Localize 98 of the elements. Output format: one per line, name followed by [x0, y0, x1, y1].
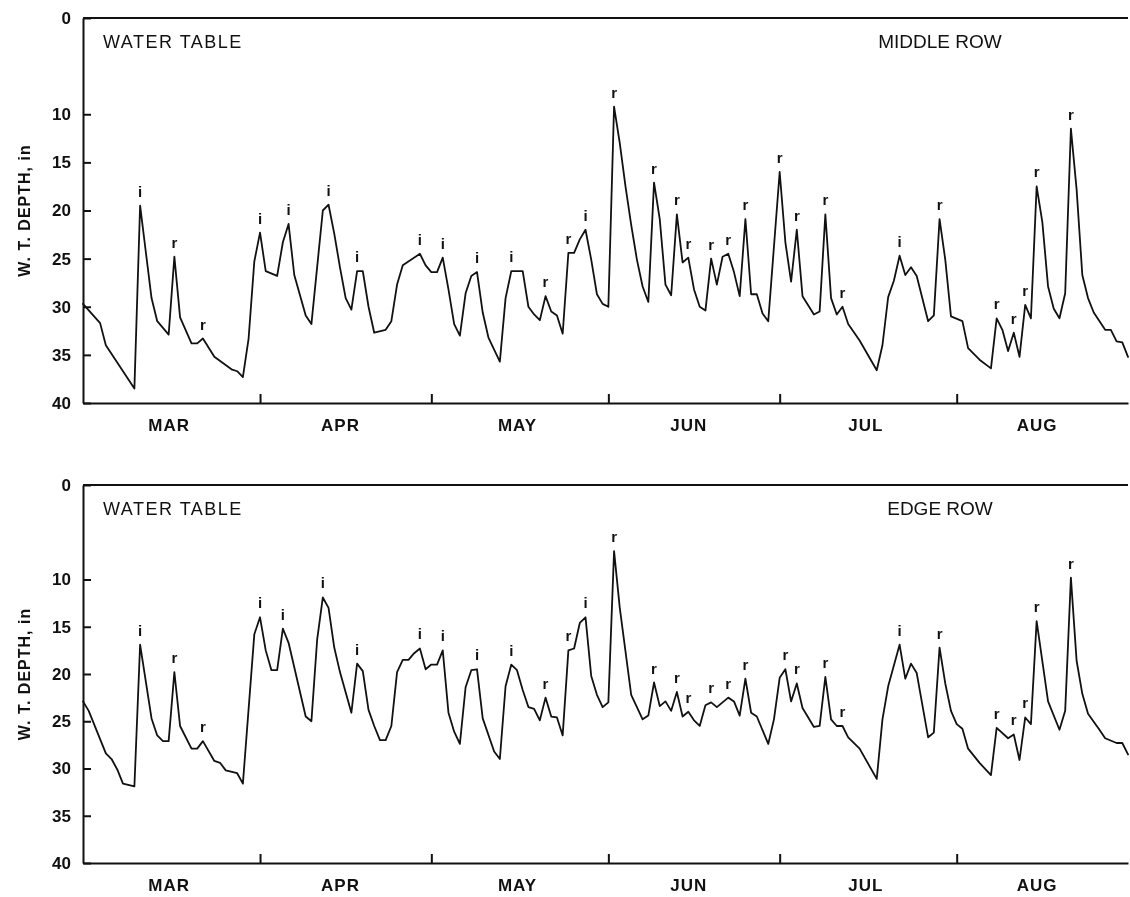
annotation: i [897, 232, 902, 250]
annotation: r [822, 191, 829, 209]
text: WATER TABLE [103, 499, 243, 519]
y-tick-label: 20 [52, 664, 71, 684]
annotation: r [839, 283, 846, 301]
y-tick-label: 15 [52, 617, 71, 637]
x-tick-label: AUG [1016, 876, 1058, 896]
annotation: r [651, 159, 658, 177]
annotation: r [542, 674, 549, 692]
annotation: r [708, 235, 715, 253]
annotation: r [993, 295, 1000, 313]
annotation: i [355, 248, 360, 266]
annotation: r [1010, 711, 1017, 729]
annotation: r [673, 668, 680, 686]
x-tick-label: MAY [497, 416, 538, 436]
text: WATER TABLE [103, 32, 243, 52]
annotation: i [138, 621, 143, 639]
annotation: r [742, 196, 749, 214]
x-tick-label: APR [321, 416, 360, 436]
annotation: r [611, 528, 618, 546]
annotation: r [171, 649, 178, 667]
annotation: i [509, 641, 514, 659]
y-tick-label: 30 [52, 297, 71, 317]
y-tick-label: 25 [52, 249, 71, 269]
annotation: r [200, 718, 206, 736]
annotation: r [742, 655, 749, 673]
annotation: r [936, 196, 943, 214]
annotation: r [725, 674, 732, 692]
annotation: i [509, 248, 514, 266]
y-tick-label: 0 [61, 475, 71, 495]
text: MIDDLE ROW [878, 31, 1002, 52]
annotation: i [897, 621, 902, 639]
annotation: r [685, 688, 692, 706]
annotation: r [200, 315, 206, 333]
annotation: i [440, 627, 445, 645]
annotation: r [725, 230, 732, 248]
y-tick-label: 10 [52, 105, 71, 125]
x-tick-label: JUL [848, 416, 884, 436]
annotation: r [1067, 105, 1074, 123]
x-tick-label: JUN [670, 876, 708, 896]
annotation: r [171, 233, 178, 251]
y-tick-label: 35 [52, 345, 71, 365]
annotation: r [611, 83, 618, 101]
annotation: r [1010, 309, 1017, 327]
annotation: r [565, 229, 572, 247]
annotation: r [793, 206, 800, 224]
annotation: i [355, 640, 360, 658]
annotation: r [822, 653, 829, 671]
y-tick-label: 35 [52, 806, 71, 826]
annotation: i [280, 605, 285, 623]
annotation: r [1067, 554, 1074, 572]
x-tick-label: APR [321, 876, 360, 896]
annotation: i [440, 234, 445, 252]
x-tick-label: MAY [497, 876, 538, 896]
y-tick-label: 10 [52, 570, 71, 590]
x-tick-label: JUL [848, 876, 884, 896]
x-tick-label: AUG [1016, 416, 1058, 436]
annotation: i [474, 249, 480, 267]
y-tick-label: 30 [52, 759, 71, 779]
x-tick-label: JUN [670, 416, 708, 436]
annotation: r [542, 273, 549, 291]
annotation: r [1022, 694, 1029, 712]
annotation: i [286, 200, 291, 218]
annotation: r [651, 659, 658, 677]
annotation: i [583, 594, 588, 612]
y-tick-label: 0 [61, 8, 71, 28]
annotation: i [417, 230, 422, 248]
y-axis-title: W. T. DEPTH, in [16, 607, 33, 741]
annotation: i [474, 646, 480, 664]
x-tick-label: MAR [148, 416, 191, 436]
y-tick-label: 15 [52, 153, 71, 173]
annotation: r [936, 624, 943, 642]
annotation: r [1033, 163, 1040, 181]
annotation: r [685, 234, 692, 252]
y-tick-label: 40 [52, 393, 71, 413]
text: EDGE ROW [887, 498, 993, 519]
y-axis-title: W. T. DEPTH, in [16, 144, 33, 277]
annotation: r [1022, 281, 1029, 299]
y-tick-label: 25 [52, 712, 71, 732]
annotation: r [839, 702, 846, 720]
annotation: r [776, 149, 783, 166]
annotation: i [583, 206, 588, 224]
annotation: r [708, 679, 715, 697]
annotation: r [793, 660, 800, 678]
annotation: i [138, 182, 143, 200]
annotation: i [417, 625, 422, 643]
annotation: i [326, 181, 331, 199]
y-tick-label: 20 [52, 201, 71, 221]
annotation: r [673, 191, 680, 209]
annotation: i [320, 574, 325, 592]
x-tick-label: MAR [148, 876, 191, 896]
annotation: r [1033, 598, 1040, 616]
annotation: i [257, 209, 263, 227]
annotation: r [782, 646, 789, 664]
annotation: r [565, 627, 572, 645]
annotation: r [993, 704, 1000, 722]
y-tick-label: 40 [52, 853, 71, 873]
annotation: i [257, 594, 263, 612]
